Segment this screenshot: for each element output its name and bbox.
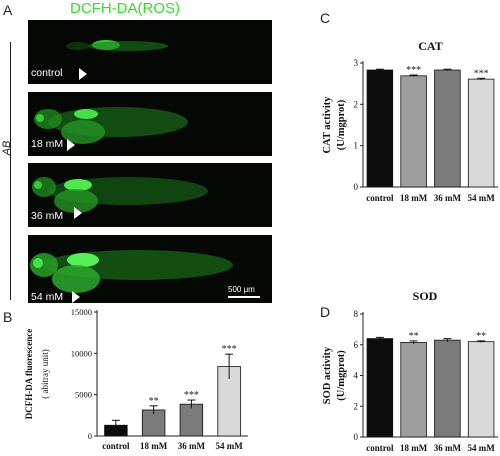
category-label: 18 mM: [400, 193, 428, 203]
y-tick-label: 0: [88, 431, 92, 441]
significance-label: ***: [184, 390, 199, 401]
y-tick-label: 6: [354, 340, 359, 350]
category-label: control: [102, 441, 130, 451]
panel-d-letter: D: [320, 304, 331, 320]
fish-label-control: control: [31, 67, 63, 79]
scale-bar-label: 500 μm: [228, 285, 255, 294]
y-tick-label: 2: [354, 99, 359, 109]
fish-image-18mm: 18 mM: [28, 92, 272, 156]
arrow-icon: [67, 139, 75, 151]
significance-label: ***: [406, 65, 421, 76]
chart-title: SOD: [418, 300, 443, 303]
bar: [434, 339, 461, 438]
significance-label: ***: [474, 68, 489, 79]
scale-bar: [228, 296, 260, 298]
chart-b: 0 5000 10000 15000 control ** 18 mM *** 36 mM ***…: [24, 307, 248, 451]
category-label: 18 mM: [400, 443, 428, 453]
fish-image-36mm-drawing: [32, 177, 208, 213]
bar: [366, 69, 394, 188]
arrow-icon: [79, 68, 87, 80]
y-tick-label: 15000: [71, 307, 92, 317]
y-tick-label: 2: [354, 401, 359, 411]
y-tick-label: 4: [354, 371, 359, 381]
panel-b-letter: B: [3, 309, 13, 325]
fish-image-18mm-drawing: [34, 107, 188, 144]
y-axis-label: SOD activity: [322, 346, 333, 404]
category-label: 18 mM: [140, 441, 168, 451]
category-label: control: [366, 193, 394, 203]
y-tick-label: 3: [354, 58, 359, 68]
chart-title: CAT: [418, 39, 442, 53]
bar: [179, 403, 204, 437]
fish-label-36mm: 36 mM: [31, 210, 64, 222]
chart-title: SOD: [412, 289, 438, 303]
arrow-icon: [72, 291, 80, 303]
significance-label: **: [409, 331, 419, 342]
panel-a-letter: A: [3, 2, 13, 18]
y-tick-label: 8: [354, 309, 359, 319]
group-bracket-line: [10, 42, 11, 300]
fish-image-36mm: 36 mM: [28, 163, 272, 227]
y-tick-label: 1: [354, 141, 359, 151]
y-tick-label: 0: [354, 182, 359, 192]
bar: [400, 342, 427, 438]
significance-label: **: [476, 331, 486, 342]
bar: [467, 341, 495, 438]
y-axis-label: CAT activity: [322, 96, 333, 154]
bar: [366, 338, 394, 438]
fish-image-54mm-drawing: [30, 250, 233, 293]
panel-c-letter: C: [320, 10, 331, 26]
significance-label: ***: [222, 344, 237, 355]
fish-image-control-drawing: [66, 40, 168, 51]
chart-c: CAT 0 1 2 3 control *** 18 mM 36 mM *** 54 mM CAT a…: [322, 39, 498, 203]
category-label: 36 mM: [434, 443, 462, 453]
chart-d: SOD 0 2 4 6 8 control ** 18 mM 36 mM ** 54 mM SOD ac…: [322, 300, 498, 453]
category-label: 54 mM: [468, 443, 496, 453]
fish-label-54mm: 54 mM: [31, 291, 64, 303]
fish-image-control: control: [28, 20, 272, 84]
y-axis-label-unit: (U/mgprot): [336, 350, 347, 401]
category-label: 54 mM: [216, 441, 244, 451]
fish-label-18mm: 18 mM: [31, 138, 64, 150]
ab-strain-label: AB: [1, 140, 13, 156]
y-tick-label: 5000: [75, 390, 92, 400]
category-label: control: [366, 443, 394, 453]
significance-label: **: [149, 396, 159, 407]
y-axis-label-unit: (U/mgprot): [336, 99, 347, 150]
bar: [434, 69, 461, 188]
category-label: 36 mM: [178, 441, 206, 451]
bar: [400, 75, 427, 188]
y-axis-label-unit: ( abitray unit): [40, 349, 50, 398]
y-axis-label: DCFH-DA fluorescence: [24, 329, 34, 420]
category-label: 54 mM: [468, 193, 496, 203]
category-label: 36 mM: [434, 193, 462, 203]
arrow-icon: [74, 207, 82, 219]
panel-a-title: DCFH-DA(ROS): [70, 0, 180, 17]
fish-image-54mm: 54 mM 500 μm: [28, 235, 272, 303]
bar: [467, 78, 495, 188]
y-tick-label: 0: [354, 432, 359, 442]
y-tick-label: 10000: [71, 348, 92, 358]
